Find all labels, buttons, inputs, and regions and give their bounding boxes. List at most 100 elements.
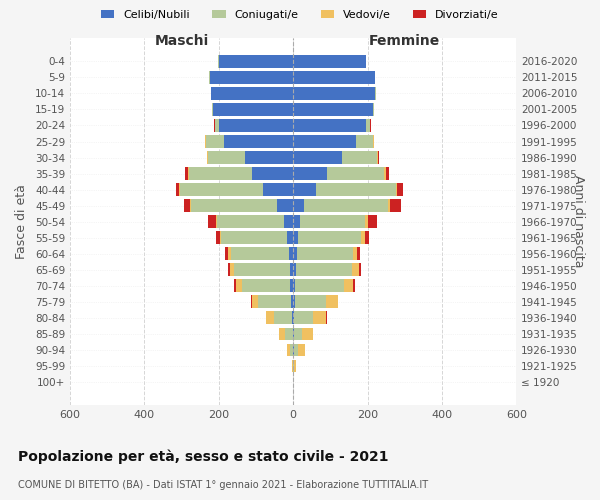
Bar: [293, 55, 366, 68]
Bar: [293, 151, 341, 164]
Bar: [290, 344, 293, 356]
Y-axis label: Fasce di età: Fasce di età: [15, 184, 28, 259]
Bar: [385, 167, 386, 180]
Bar: [365, 232, 369, 244]
Bar: [293, 199, 304, 212]
Bar: [235, 280, 236, 292]
Bar: [290, 280, 293, 292]
Bar: [293, 216, 300, 228]
Bar: [293, 183, 316, 196]
Bar: [189, 167, 253, 180]
Bar: [215, 119, 219, 132]
Bar: [253, 167, 293, 180]
Bar: [375, 87, 376, 100]
Bar: [293, 135, 356, 148]
Bar: [190, 199, 191, 212]
Bar: [208, 216, 216, 228]
Text: COMUNE DI BITETTO (BA) - Dati ISTAT 1° gennaio 2021 - Elaborazione TUTTITALIA.IT: COMUNE DI BITETTO (BA) - Dati ISTAT 1° g…: [18, 480, 428, 490]
Bar: [293, 71, 375, 84]
Bar: [292, 312, 293, 324]
Bar: [231, 248, 289, 260]
Bar: [298, 344, 305, 356]
Bar: [326, 312, 327, 324]
Bar: [209, 71, 293, 84]
Bar: [179, 183, 180, 196]
Bar: [293, 280, 295, 292]
Y-axis label: Anni di nascita: Anni di nascita: [572, 176, 585, 268]
Bar: [295, 296, 326, 308]
Bar: [263, 183, 293, 196]
Bar: [287, 232, 293, 244]
Bar: [208, 151, 245, 164]
Bar: [234, 264, 290, 276]
Bar: [377, 151, 379, 164]
Bar: [295, 360, 296, 372]
Bar: [297, 248, 353, 260]
Bar: [292, 360, 293, 372]
Bar: [266, 312, 274, 324]
Bar: [373, 103, 374, 116]
Bar: [353, 280, 355, 292]
Bar: [176, 183, 179, 196]
Bar: [293, 248, 297, 260]
Bar: [359, 264, 361, 276]
Bar: [390, 199, 401, 212]
Bar: [284, 216, 293, 228]
Bar: [219, 55, 293, 68]
Bar: [287, 344, 290, 356]
Bar: [230, 264, 234, 276]
Bar: [386, 167, 389, 180]
Bar: [293, 344, 294, 356]
Bar: [213, 103, 293, 116]
Bar: [304, 199, 388, 212]
Bar: [296, 264, 352, 276]
Bar: [365, 216, 368, 228]
Bar: [344, 280, 353, 292]
Bar: [245, 151, 293, 164]
Bar: [277, 199, 293, 212]
Bar: [289, 248, 293, 260]
Bar: [221, 232, 287, 244]
Bar: [388, 199, 390, 212]
Bar: [280, 328, 285, 340]
Bar: [395, 183, 397, 196]
Bar: [292, 296, 293, 308]
Bar: [293, 312, 295, 324]
Bar: [294, 328, 302, 340]
Bar: [216, 232, 220, 244]
Bar: [206, 151, 208, 164]
Bar: [180, 183, 263, 196]
Bar: [253, 296, 258, 308]
Bar: [361, 232, 365, 244]
Bar: [293, 119, 366, 132]
Bar: [188, 167, 189, 180]
Bar: [184, 199, 190, 212]
Bar: [293, 296, 295, 308]
Bar: [225, 248, 228, 260]
Bar: [251, 296, 253, 308]
Text: Femmine: Femmine: [369, 34, 440, 48]
Bar: [352, 264, 359, 276]
Bar: [258, 296, 292, 308]
Bar: [293, 87, 375, 100]
Bar: [293, 103, 373, 116]
Bar: [302, 328, 313, 340]
Bar: [228, 248, 231, 260]
Bar: [212, 103, 213, 116]
Text: Popolazione per età, sesso e stato civile - 2021: Popolazione per età, sesso e stato civil…: [18, 450, 389, 464]
Bar: [285, 328, 293, 340]
Bar: [298, 232, 361, 244]
Bar: [353, 248, 357, 260]
Bar: [206, 135, 224, 148]
Bar: [356, 135, 373, 148]
Bar: [191, 199, 277, 212]
Bar: [274, 312, 292, 324]
Bar: [293, 232, 298, 244]
Bar: [366, 119, 370, 132]
Bar: [219, 119, 293, 132]
Bar: [242, 280, 290, 292]
Bar: [220, 232, 221, 244]
Bar: [327, 167, 385, 180]
Bar: [228, 264, 230, 276]
Bar: [295, 280, 344, 292]
